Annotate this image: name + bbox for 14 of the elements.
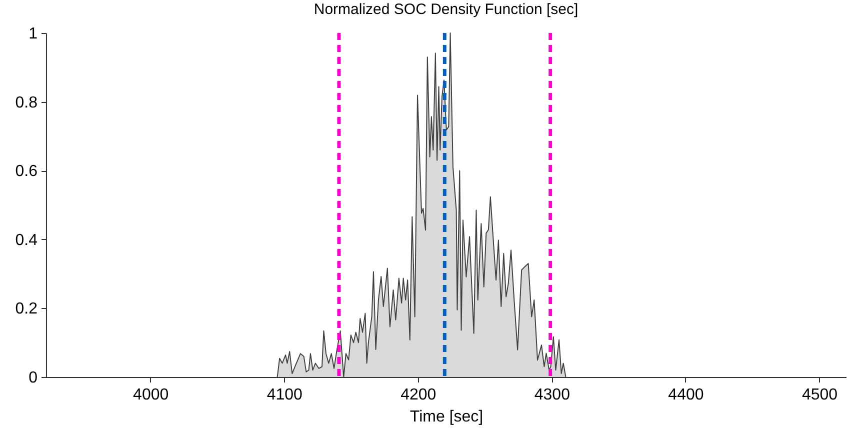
chart-title: Normalized SOC Density Function [sec] [314, 1, 578, 18]
y-tick-label: 0.2 [15, 300, 38, 318]
x-tick-label: 4300 [534, 386, 570, 404]
y-tick-label: 0.8 [15, 94, 38, 112]
y-tick-label: 1 [28, 26, 38, 42]
x-tick-label: 4400 [668, 386, 704, 404]
x-tick-label: 4500 [802, 386, 838, 404]
x-tick-label: 4100 [266, 386, 303, 404]
x-tick-label: 4200 [400, 386, 436, 404]
x-tick-label: 4000 [133, 386, 169, 404]
y-tick-label: 0 [28, 370, 38, 386]
x-axis-title: Time [sec] [410, 408, 484, 426]
y-tick-label: 0.4 [15, 232, 38, 249]
y-tick-label: 0.6 [15, 163, 38, 180]
